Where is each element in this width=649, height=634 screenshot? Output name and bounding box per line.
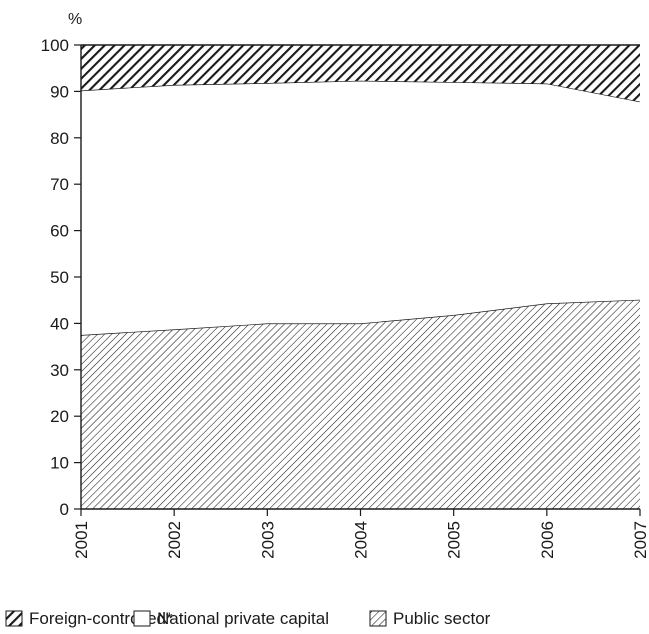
legend-swatch bbox=[369, 610, 387, 627]
x-tick-label: 2006 bbox=[538, 521, 557, 559]
legend-label: Public sector bbox=[393, 609, 491, 628]
y-tick-label: 70 bbox=[50, 175, 69, 194]
x-tick-label: 2003 bbox=[258, 521, 277, 559]
x-tick-label: 2002 bbox=[165, 521, 184, 559]
y-tick-label: 40 bbox=[50, 314, 69, 333]
legend-label: Foreign-controlled* bbox=[29, 609, 173, 628]
x-tick-label: 2004 bbox=[352, 521, 371, 559]
x-tick-label: 2001 bbox=[72, 521, 91, 559]
y-tick-label: 100 bbox=[41, 36, 69, 55]
area-public-sector bbox=[81, 299, 640, 509]
legend-item: National private capital bbox=[133, 609, 329, 628]
legend-label: National private capital bbox=[157, 609, 329, 628]
y-tick-label: 80 bbox=[50, 129, 69, 148]
y-unit-label: % bbox=[68, 11, 82, 28]
y-tick-label: 0 bbox=[60, 500, 69, 519]
x-tick-label: 2007 bbox=[631, 521, 649, 559]
y-tick-label: 20 bbox=[50, 407, 69, 426]
legend-swatch bbox=[133, 610, 151, 627]
area-national-private-capital bbox=[81, 80, 640, 335]
legend-item: Public sector bbox=[369, 609, 491, 628]
x-tick-label: 2005 bbox=[445, 521, 464, 559]
y-tick-label: 60 bbox=[50, 222, 69, 241]
legend-swatch bbox=[5, 610, 23, 627]
y-tick-label: 30 bbox=[50, 361, 69, 380]
area-foreign-controlled bbox=[81, 45, 640, 102]
y-tick-label: 50 bbox=[50, 268, 69, 287]
y-tick-label: 90 bbox=[50, 82, 69, 101]
y-tick-label: 10 bbox=[50, 454, 69, 473]
